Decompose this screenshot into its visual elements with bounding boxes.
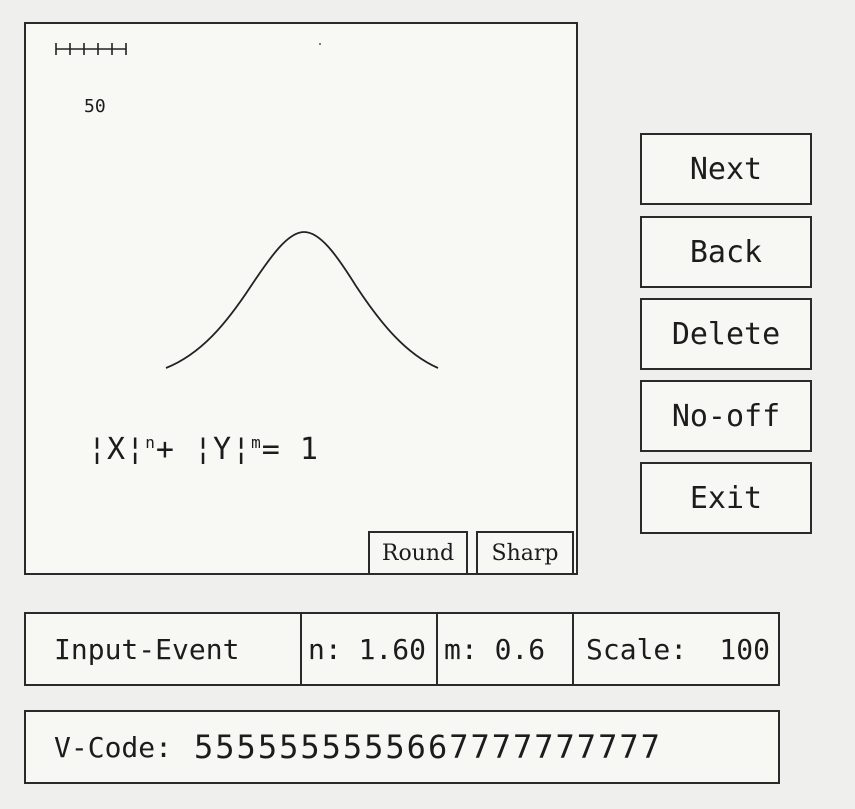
- back-button[interactable]: Back: [640, 216, 812, 288]
- vcode-value: 5555555555667777777777: [194, 728, 662, 766]
- input-event-label: Input-Event: [54, 632, 240, 666]
- scale-ruler-icon: [55, 43, 127, 55]
- n-label: n:: [308, 632, 342, 666]
- status-bar: Input-Event n: 1.60 m: 0.6 Scale: 100: [24, 612, 780, 686]
- scale-label: Scale:: [586, 632, 688, 666]
- exit-button[interactable]: Exit: [640, 462, 812, 534]
- m-value[interactable]: 0.6: [494, 632, 546, 666]
- round-button[interactable]: Round: [368, 531, 468, 575]
- sharp-button[interactable]: Sharp: [476, 531, 574, 575]
- n-parameter-field[interactable]: n: 1.60: [302, 614, 438, 684]
- m-label: m:: [444, 632, 478, 666]
- vcode-bar: V-Code: 5555555555667777777777: [24, 710, 780, 784]
- formula-y-term: ¦Y¦: [193, 432, 252, 467]
- bell-curve[interactable]: [165, 231, 439, 369]
- scale-value-label: 50: [84, 96, 106, 117]
- curve-plot: [55, 43, 439, 369]
- scale-field[interactable]: Scale: 100: [574, 614, 778, 684]
- n-value[interactable]: 1.60: [358, 632, 427, 666]
- drawing-canvas[interactable]: 50 ¦X¦n+ ¦Y¦m= 1 Round Sharp: [24, 22, 578, 575]
- superellipse-formula: ¦X¦n+ ¦Y¦m= 1: [88, 432, 319, 467]
- formula-plus: +: [155, 432, 175, 467]
- formula-x-term: ¦X¦: [88, 432, 146, 467]
- m-parameter-field[interactable]: m: 0.6: [438, 614, 574, 684]
- no-off-button[interactable]: No-off: [640, 380, 812, 452]
- formula-equals: = 1: [261, 432, 319, 467]
- formula-n-exponent: n: [145, 433, 156, 452]
- delete-button[interactable]: Delete: [640, 298, 812, 370]
- scale-value[interactable]: 100: [719, 632, 770, 666]
- formula-m-exponent: m: [251, 433, 262, 452]
- vcode-label: V-Code:: [54, 730, 173, 764]
- next-button[interactable]: Next: [640, 133, 812, 205]
- input-event-field: Input-Event: [26, 614, 302, 684]
